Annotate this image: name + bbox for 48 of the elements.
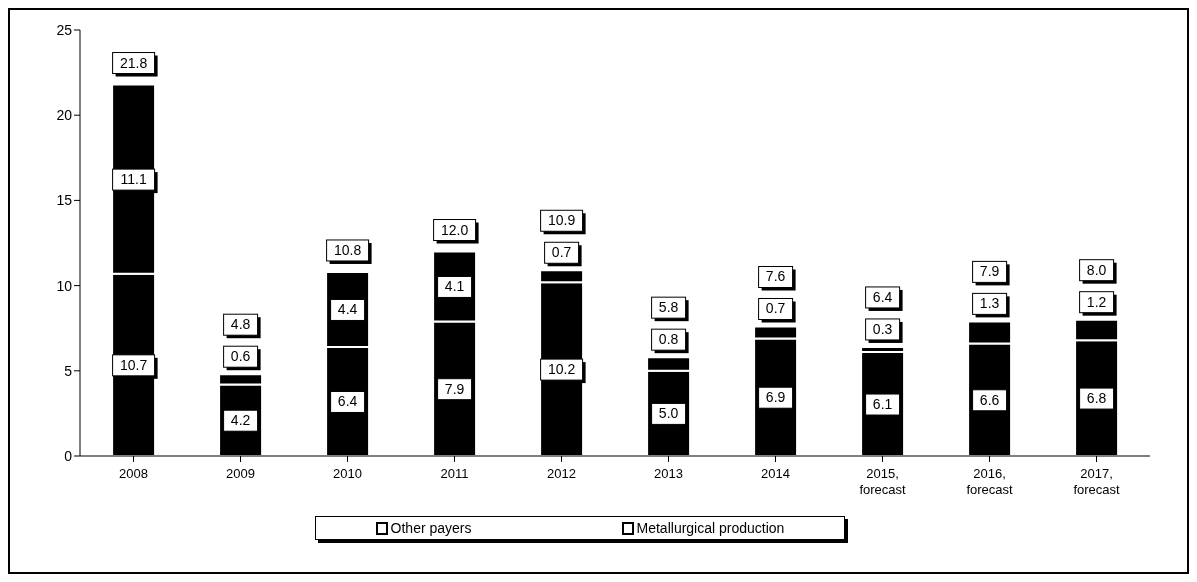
x-tick-label: 2012 — [547, 466, 576, 481]
total-label: 12.0 — [440, 221, 469, 238]
legend-label: Other payers — [389, 520, 472, 536]
data-label: 0.8 — [658, 331, 679, 348]
data-label: 10.7 — [119, 356, 148, 373]
total-label: 6.4 — [872, 288, 893, 305]
data-label: 11.1 — [120, 171, 147, 188]
x-tick-label: 2013 — [654, 466, 683, 481]
data-label: 1.2 — [1086, 293, 1107, 310]
data-label: 1.3 — [979, 295, 1000, 312]
y-tick-label: 25 — [56, 21, 73, 38]
total-label: 21.8 — [119, 54, 148, 71]
data-label: 4.1 — [444, 278, 465, 295]
data-label: 10.2 — [547, 361, 576, 378]
y-tick-label: 20 — [56, 107, 73, 124]
total-label: 10.9 — [547, 212, 576, 229]
data-label: 0.7 — [551, 244, 572, 261]
x-tick-label: 2016, forecast — [966, 466, 1014, 497]
data-label: 6.9 — [765, 389, 786, 406]
total-label: 4.8 — [230, 316, 251, 333]
data-label: 6.1 — [872, 396, 893, 413]
data-label: 0.6 — [230, 348, 251, 365]
data-label: 4.4 — [337, 301, 358, 318]
x-tick-label: 2014 — [761, 466, 790, 481]
data-label: 0.3 — [872, 320, 893, 337]
y-tick-label: 5 — [64, 362, 73, 379]
x-tick-label: 2017, forecast — [1073, 466, 1121, 497]
total-label: 10.8 — [333, 241, 362, 258]
data-label: 6.4 — [337, 393, 358, 410]
total-label: 8.0 — [1086, 261, 1107, 278]
x-tick-label: 2008 — [119, 466, 148, 481]
x-tick-label: 2011 — [440, 466, 469, 481]
total-label: 7.6 — [765, 268, 786, 285]
data-label: 4.2 — [230, 412, 251, 429]
y-tick-label: 0 — [64, 447, 73, 464]
data-label: 0.7 — [765, 300, 786, 317]
x-tick-label: 2015, forecast — [859, 466, 907, 497]
data-label: 5.0 — [658, 405, 679, 422]
total-label: 5.8 — [658, 299, 679, 316]
y-tick-label: 15 — [56, 192, 73, 209]
legend-label: Metallurgical production — [635, 520, 785, 536]
data-label: 7.9 — [444, 380, 465, 397]
data-label: 6.8 — [1086, 390, 1107, 407]
total-label: 7.9 — [979, 263, 1000, 280]
y-tick-label: 10 — [56, 277, 73, 294]
data-label: 6.6 — [979, 391, 1000, 408]
x-tick-label: 2010 — [333, 466, 362, 481]
x-tick-label: 2009 — [226, 466, 255, 481]
